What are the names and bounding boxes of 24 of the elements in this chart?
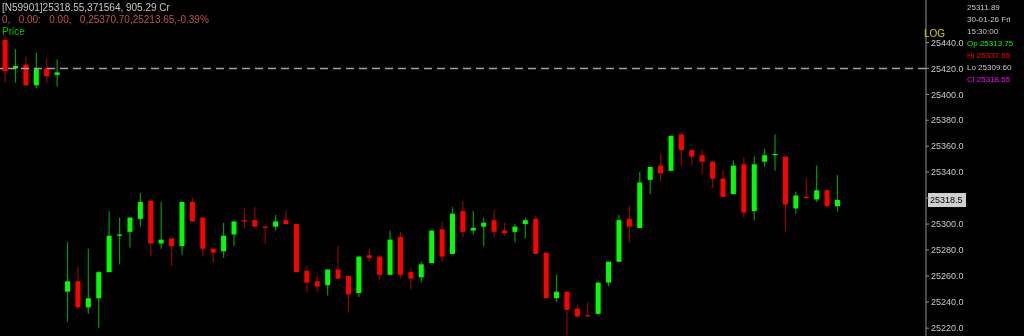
text: 25311.89 bbox=[967, 3, 1000, 12]
y-tick-label: 25300.0 bbox=[931, 219, 964, 230]
y-tick-label: 25400.0 bbox=[931, 89, 964, 100]
annotation: 0, 0.00: 0.00, 0,25370.70,25213.65,-0.39% bbox=[2, 14, 209, 25]
y-tick-label: 25420.0 bbox=[931, 63, 964, 74]
y-tick-label: 25260.0 bbox=[931, 271, 964, 282]
annotation: LOG bbox=[924, 28, 946, 39]
text: Lo 25309.60 bbox=[967, 63, 1012, 72]
text: 15:30:00 bbox=[967, 27, 999, 36]
annotation: Price bbox=[2, 26, 25, 37]
text: Hi 25337.65 bbox=[967, 51, 1011, 60]
text: Op 25313.75 bbox=[967, 39, 1014, 48]
annotation: 25318.5 bbox=[930, 195, 963, 206]
annotation: [N59901]25318.55,371564, 905.29 Cr bbox=[2, 2, 170, 13]
y-tick-label: 25440.0 bbox=[931, 37, 964, 48]
y-tick-label: 25280.0 bbox=[931, 245, 964, 256]
y-tick-label: 25220.0 bbox=[931, 323, 964, 334]
y-tick-label: 25240.0 bbox=[931, 297, 964, 308]
y-tick-label: 25380.0 bbox=[931, 115, 964, 126]
y-tick-label: 25340.0 bbox=[931, 167, 964, 178]
text: Cl 25318.55 bbox=[967, 75, 1011, 84]
y-tick-label: 25360.0 bbox=[931, 141, 964, 152]
text: 30-01-26 Fri bbox=[967, 15, 1011, 24]
candlestick bbox=[283, 210, 289, 225]
